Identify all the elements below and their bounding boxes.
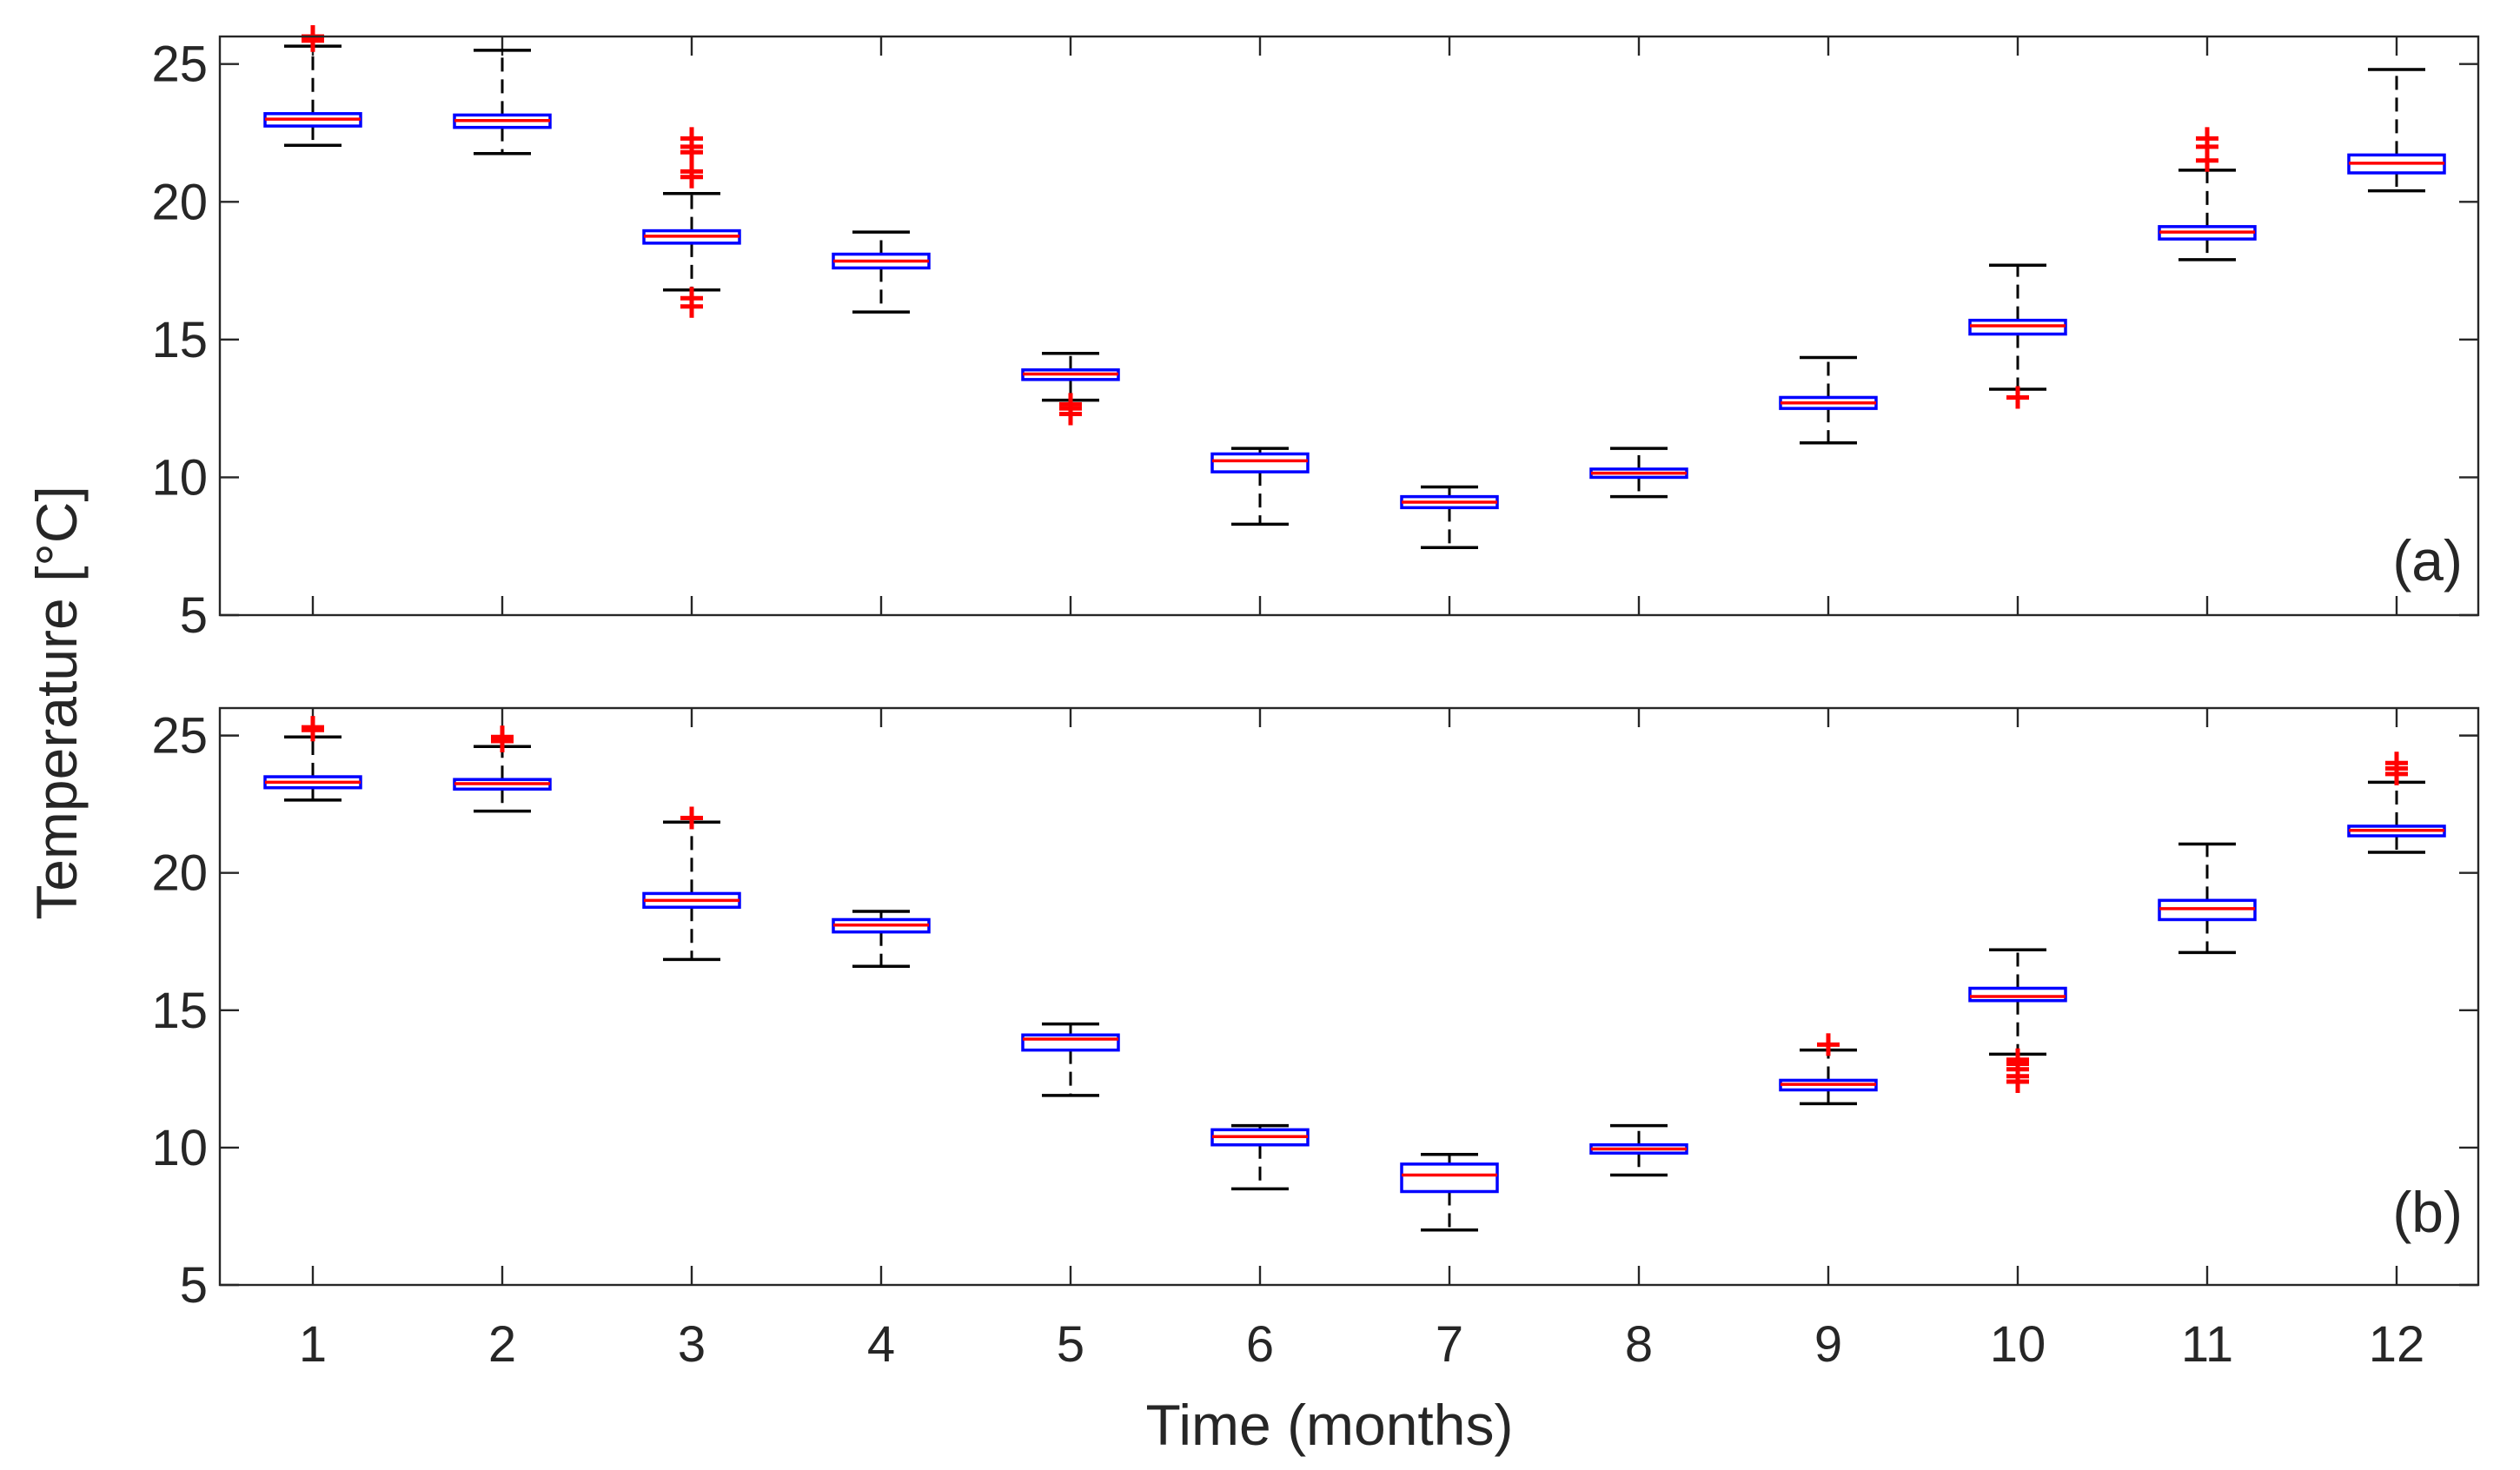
box-month-10	[1968, 263, 2067, 409]
outlier-marker	[1059, 393, 1082, 416]
x-tick-label: 3	[678, 1316, 706, 1373]
iqr-box	[1021, 1033, 1120, 1052]
box-month-11	[2158, 842, 2257, 955]
box-month-8	[1589, 1123, 1688, 1177]
x-tick-label: 11	[2181, 1316, 2233, 1373]
y-tick-label: 20	[151, 174, 208, 230]
panel-a-boxes	[263, 25, 2446, 550]
box-month-1	[263, 716, 362, 802]
outlier-marker	[302, 716, 324, 739]
x-tick-label: 6	[1246, 1316, 1274, 1373]
outlier-marker	[1817, 1033, 1840, 1056]
panel-b-label: (b)	[2392, 1180, 2463, 1244]
x-tick-label: 7	[1436, 1316, 1463, 1373]
box-month-11	[2158, 127, 2257, 262]
outlier-marker	[680, 127, 703, 150]
y-axis-label: Temperature [°C]	[24, 486, 89, 920]
y-tick-label: 25	[151, 708, 208, 765]
box-month-7	[1400, 485, 1499, 550]
y-tick-label: 20	[151, 845, 208, 902]
y-tick-label: 10	[151, 1120, 208, 1176]
outlier-marker	[680, 806, 703, 830]
y-tick-label: 15	[151, 983, 208, 1039]
iqr-box	[1400, 1162, 1499, 1194]
x-tick-label: 4	[867, 1316, 895, 1373]
box-month-3	[642, 127, 741, 318]
box-month-6	[1210, 1123, 1310, 1191]
x-tick-label: 5	[1057, 1316, 1084, 1373]
panel-a-ticks: 5 10 15 20 25	[151, 36, 2478, 644]
outlier-marker	[2006, 386, 2029, 409]
outlier-marker	[2385, 752, 2408, 775]
x-tick-label: 10	[1990, 1316, 2046, 1373]
y-tick-label: 5	[180, 1257, 208, 1314]
box-month-12	[2347, 752, 2446, 854]
y-tick-label: 15	[151, 312, 208, 368]
outlier-marker	[680, 160, 703, 183]
box-month-10	[1968, 948, 2067, 1094]
outlier-marker	[2196, 127, 2218, 150]
panel-a-frame	[218, 35, 2480, 617]
box-month-2	[453, 725, 552, 813]
outlier-marker	[491, 725, 514, 749]
box-month-12	[2347, 68, 2446, 193]
x-tick-label: 12	[2369, 1316, 2425, 1373]
outlier-marker	[680, 287, 703, 310]
panel-a-label: (a)	[2392, 528, 2463, 593]
box-month-7	[1400, 1153, 1499, 1232]
box-month-2	[453, 49, 552, 156]
box-month-8	[1589, 447, 1688, 499]
iqr-box	[1968, 986, 2067, 1003]
x-tick-label: 8	[1625, 1316, 1653, 1373]
x-tick-label: 2	[488, 1316, 516, 1373]
box-month-4	[832, 910, 931, 968]
box-month-9	[1779, 355, 1878, 445]
panel-a: 5 10 15 20 25 (a)	[151, 25, 2480, 644]
iqr-box	[1210, 452, 1310, 473]
box-month-9	[1779, 1033, 1878, 1106]
panel-b-frame	[218, 706, 2480, 1287]
x-axis-label: Time (months)	[1146, 1393, 1514, 1457]
outlier-marker	[2006, 1048, 2029, 1071]
y-tick-label: 25	[151, 36, 208, 93]
box-month-4	[832, 230, 931, 314]
x-tick-label: 1	[299, 1316, 327, 1373]
y-tick-label: 10	[151, 449, 208, 506]
box-month-5	[1021, 1022, 1120, 1097]
x-tick-label: 9	[1814, 1316, 1842, 1373]
box-month-6	[1210, 447, 1310, 526]
panel-b-boxes	[263, 716, 2446, 1232]
box-month-3	[642, 806, 741, 962]
y-tick-label: 5	[180, 587, 208, 644]
box-month-5	[1021, 351, 1120, 426]
